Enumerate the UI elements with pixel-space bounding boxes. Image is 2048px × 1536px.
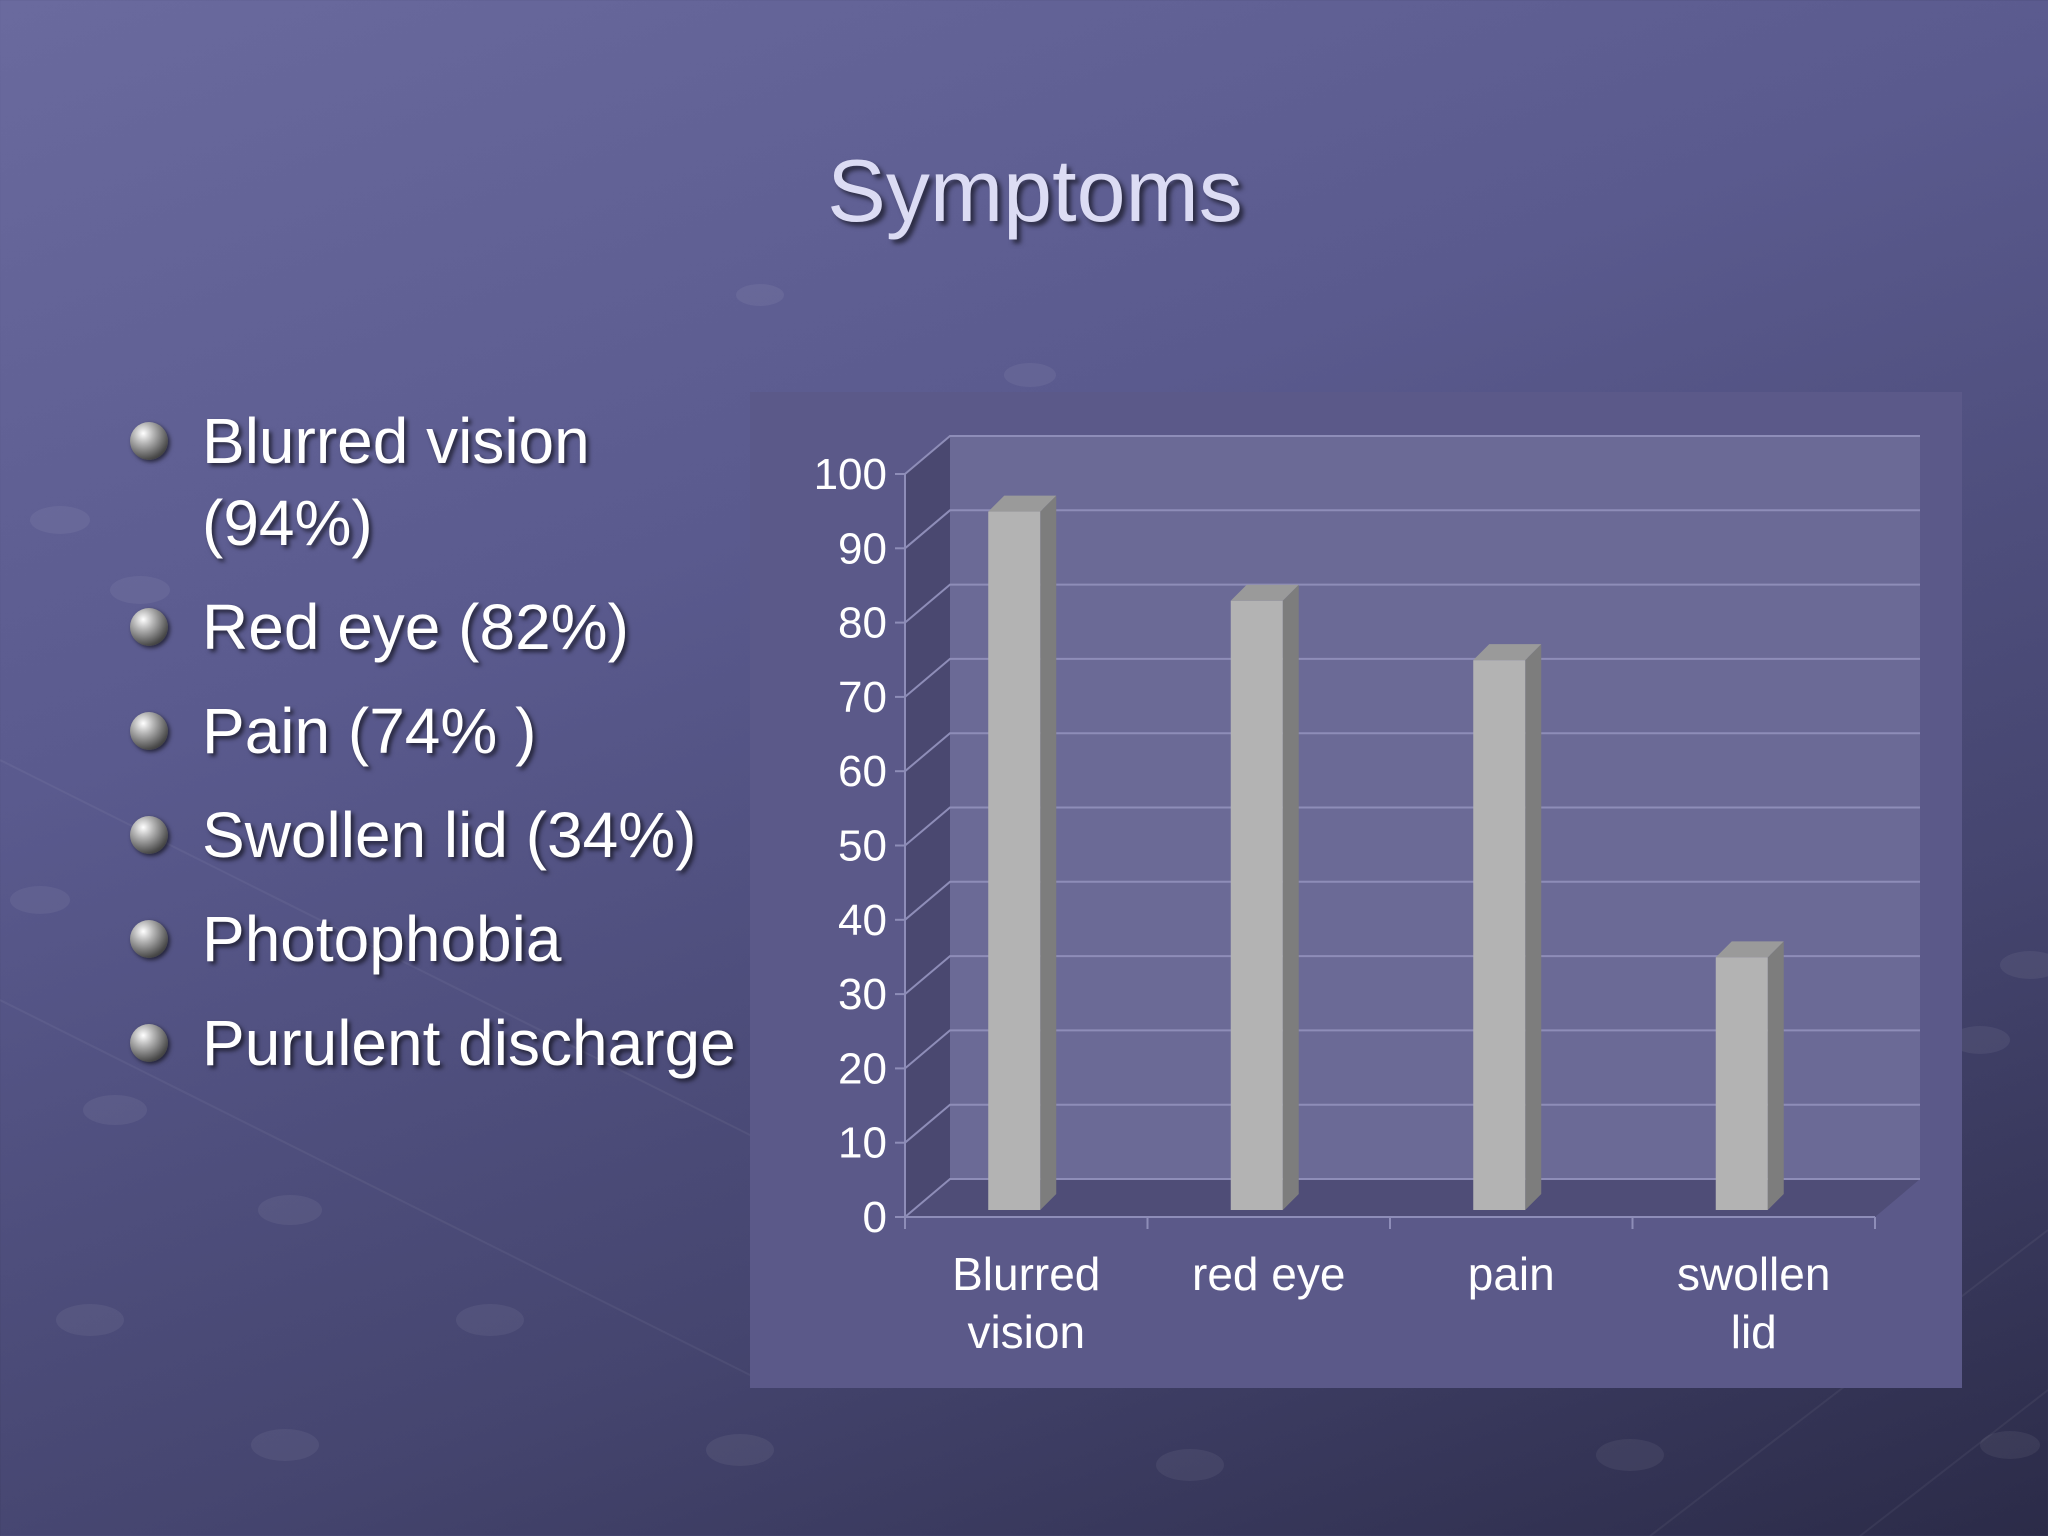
bullet-icon xyxy=(130,816,168,854)
y-tick-label: 90 xyxy=(838,524,887,573)
gridline xyxy=(904,880,1920,921)
x-tick-label: red eye xyxy=(1192,1248,1345,1300)
bullet-icon xyxy=(130,712,168,750)
y-tick-label: 100 xyxy=(814,450,887,499)
bar-top xyxy=(1473,644,1542,661)
gridline xyxy=(904,806,1920,847)
gridline xyxy=(904,1029,1920,1070)
bullet-item: Photophobia xyxy=(130,898,750,980)
bullet-text: Photophobia xyxy=(202,903,562,975)
bullet-list: Blurred vision (94%) Red eye (82%) Pain … xyxy=(130,400,750,1106)
gridline xyxy=(904,955,1920,995)
y-tick-label: 80 xyxy=(838,599,887,648)
gridline xyxy=(904,1103,1920,1144)
y-tick-label: 30 xyxy=(838,970,887,1019)
y-tick-label: 60 xyxy=(838,747,887,796)
bar xyxy=(1715,957,1768,1210)
bullet-text: Pain (74% ) xyxy=(202,695,537,767)
bar-chart: 0 10 20 30 40 50 60 70 80 90 100 Blurred vision red e… xyxy=(814,435,1920,1358)
gridline xyxy=(904,509,1920,550)
bullet-item: Red eye (82%) xyxy=(130,586,750,668)
bullet-icon xyxy=(130,1024,168,1062)
bar-side xyxy=(1525,644,1542,1210)
bullet-text: Purulent discharge xyxy=(202,1007,736,1079)
bullet-text: Red eye (82%) xyxy=(202,591,629,663)
bar xyxy=(988,511,1041,1210)
chart-panel: 0 10 20 30 40 50 60 70 80 90 100 Blurred vision red e… xyxy=(750,392,1962,1388)
bullet-icon xyxy=(130,422,168,460)
bar xyxy=(1230,600,1283,1210)
bullet-icon xyxy=(130,920,168,958)
bullet-text: Swollen lid (34%) xyxy=(202,799,697,871)
bar xyxy=(1473,660,1526,1210)
y-tick-label: 40 xyxy=(838,896,887,945)
gridline xyxy=(904,732,1920,772)
gridline xyxy=(904,583,1920,624)
bullet-item: Swollen lid (34%) xyxy=(130,794,750,876)
plot-floor xyxy=(905,1179,1920,1217)
gridline xyxy=(904,657,1920,698)
bullet-icon xyxy=(130,608,168,646)
gridline xyxy=(904,435,1920,475)
y-tick-label: 70 xyxy=(838,673,887,722)
y-tick-label: 50 xyxy=(838,822,887,871)
bar-top xyxy=(1230,584,1299,601)
bar-side xyxy=(1040,495,1057,1210)
bar-top xyxy=(1715,941,1784,958)
bullet-text: Blurred vision (94%) xyxy=(202,405,590,559)
bullet-item: Pain (74% ) xyxy=(130,690,750,772)
x-tick-label: Blurred vision xyxy=(952,1248,1100,1358)
x-tick-label: swollen lid xyxy=(1677,1248,1830,1358)
y-tick-label: 20 xyxy=(838,1044,887,1093)
x-tick-label: pain xyxy=(1468,1248,1555,1300)
y-tick-label: 10 xyxy=(838,1119,887,1168)
bullet-item: Purulent discharge xyxy=(130,1002,750,1084)
bullet-item: Blurred vision (94%) xyxy=(130,400,750,564)
bar-side xyxy=(1767,941,1784,1210)
bar-top xyxy=(988,495,1057,512)
slide-title: Symptoms xyxy=(827,141,1243,240)
y-tick-label: 0 xyxy=(863,1193,887,1242)
bar-side xyxy=(1282,584,1299,1210)
gridline xyxy=(904,1178,1920,1218)
